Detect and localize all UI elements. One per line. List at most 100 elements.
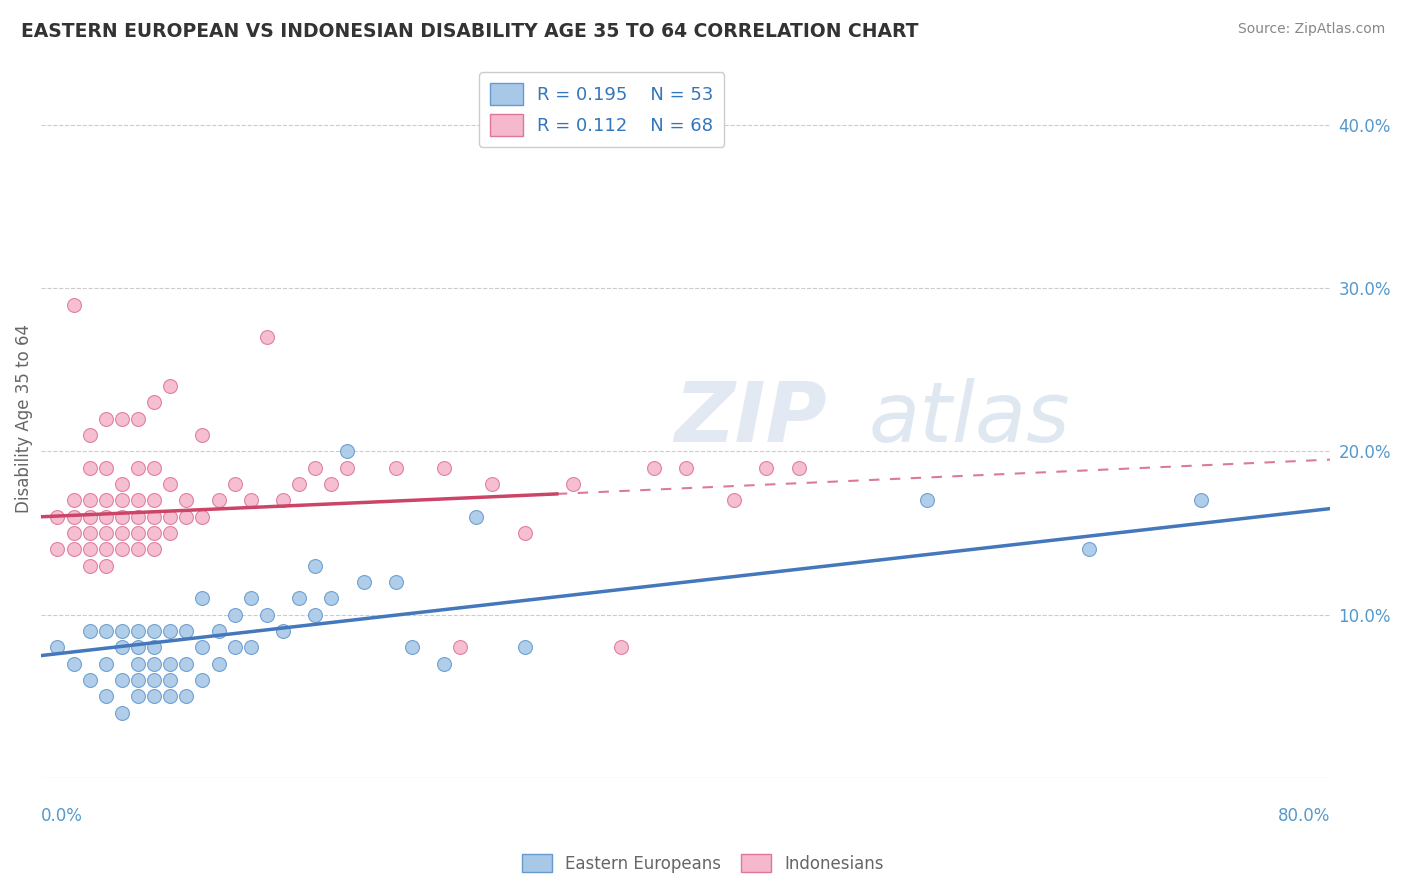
Point [271, 624, 294, 638]
Point [127, 509, 149, 524]
Point [304, 460, 326, 475]
Point [143, 624, 166, 638]
Point [224, 477, 246, 491]
Point [111, 509, 134, 524]
Point [159, 509, 181, 524]
Point [94, 526, 117, 541]
Point [723, 493, 745, 508]
Point [62, 297, 84, 311]
Point [94, 460, 117, 475]
Point [127, 673, 149, 687]
Point [143, 460, 166, 475]
Text: 0.0%: 0.0% [41, 806, 83, 825]
Text: Source: ZipAtlas.com: Source: ZipAtlas.com [1237, 22, 1385, 37]
Point [513, 640, 536, 655]
Point [127, 526, 149, 541]
Point [94, 690, 117, 704]
Point [239, 640, 262, 655]
Point [176, 657, 198, 671]
Point [62, 493, 84, 508]
Point [127, 690, 149, 704]
Point [127, 657, 149, 671]
Point [62, 509, 84, 524]
Point [176, 493, 198, 508]
Point [288, 591, 311, 606]
Point [111, 493, 134, 508]
Point [191, 428, 214, 442]
Point [288, 477, 311, 491]
Point [159, 526, 181, 541]
Point [143, 690, 166, 704]
Point [917, 493, 939, 508]
Point [111, 706, 134, 720]
Point [79, 558, 101, 573]
Point [62, 526, 84, 541]
Point [111, 526, 134, 541]
Point [46, 509, 69, 524]
Point [433, 657, 456, 671]
Point [79, 673, 101, 687]
Point [159, 379, 181, 393]
Point [1189, 493, 1212, 508]
Point [143, 657, 166, 671]
Point [384, 575, 406, 590]
Point [256, 607, 278, 622]
Point [159, 657, 181, 671]
Point [127, 412, 149, 426]
Point [127, 542, 149, 557]
Point [79, 526, 101, 541]
Point [62, 542, 84, 557]
Point [94, 493, 117, 508]
Point [79, 460, 101, 475]
Point [304, 607, 326, 622]
Point [401, 640, 423, 655]
Point [610, 640, 633, 655]
Point [127, 493, 149, 508]
Point [239, 591, 262, 606]
Point [127, 640, 149, 655]
Point [176, 690, 198, 704]
Point [143, 509, 166, 524]
Point [79, 428, 101, 442]
Point [643, 460, 665, 475]
Point [191, 673, 214, 687]
Point [191, 640, 214, 655]
Point [62, 657, 84, 671]
Point [159, 690, 181, 704]
Point [79, 493, 101, 508]
Point [159, 477, 181, 491]
Text: atlas: atlas [869, 378, 1070, 459]
Point [46, 542, 69, 557]
Point [562, 477, 585, 491]
Point [191, 591, 214, 606]
Point [143, 526, 166, 541]
Point [94, 412, 117, 426]
Text: ZIP: ZIP [673, 378, 827, 459]
Point [79, 509, 101, 524]
Point [111, 640, 134, 655]
Point [191, 509, 214, 524]
Point [176, 509, 198, 524]
Text: EASTERN EUROPEAN VS INDONESIAN DISABILITY AGE 35 TO 64 CORRELATION CHART: EASTERN EUROPEAN VS INDONESIAN DISABILIT… [21, 22, 918, 41]
Point [143, 542, 166, 557]
Point [787, 460, 810, 475]
Point [127, 624, 149, 638]
Legend: R = 0.195    N = 53, R = 0.112    N = 68: R = 0.195 N = 53, R = 0.112 N = 68 [479, 72, 724, 147]
Point [94, 542, 117, 557]
Point [304, 558, 326, 573]
Point [336, 444, 359, 458]
Point [127, 460, 149, 475]
Point [465, 509, 488, 524]
Text: 80.0%: 80.0% [1278, 806, 1330, 825]
Point [46, 640, 69, 655]
Legend: Eastern Europeans, Indonesians: Eastern Europeans, Indonesians [515, 847, 891, 880]
Y-axis label: Disability Age 35 to 64: Disability Age 35 to 64 [15, 325, 32, 513]
Point [321, 591, 343, 606]
Point [143, 493, 166, 508]
Point [111, 624, 134, 638]
Point [143, 640, 166, 655]
Point [384, 460, 406, 475]
Point [111, 477, 134, 491]
Point [94, 558, 117, 573]
Point [256, 330, 278, 344]
